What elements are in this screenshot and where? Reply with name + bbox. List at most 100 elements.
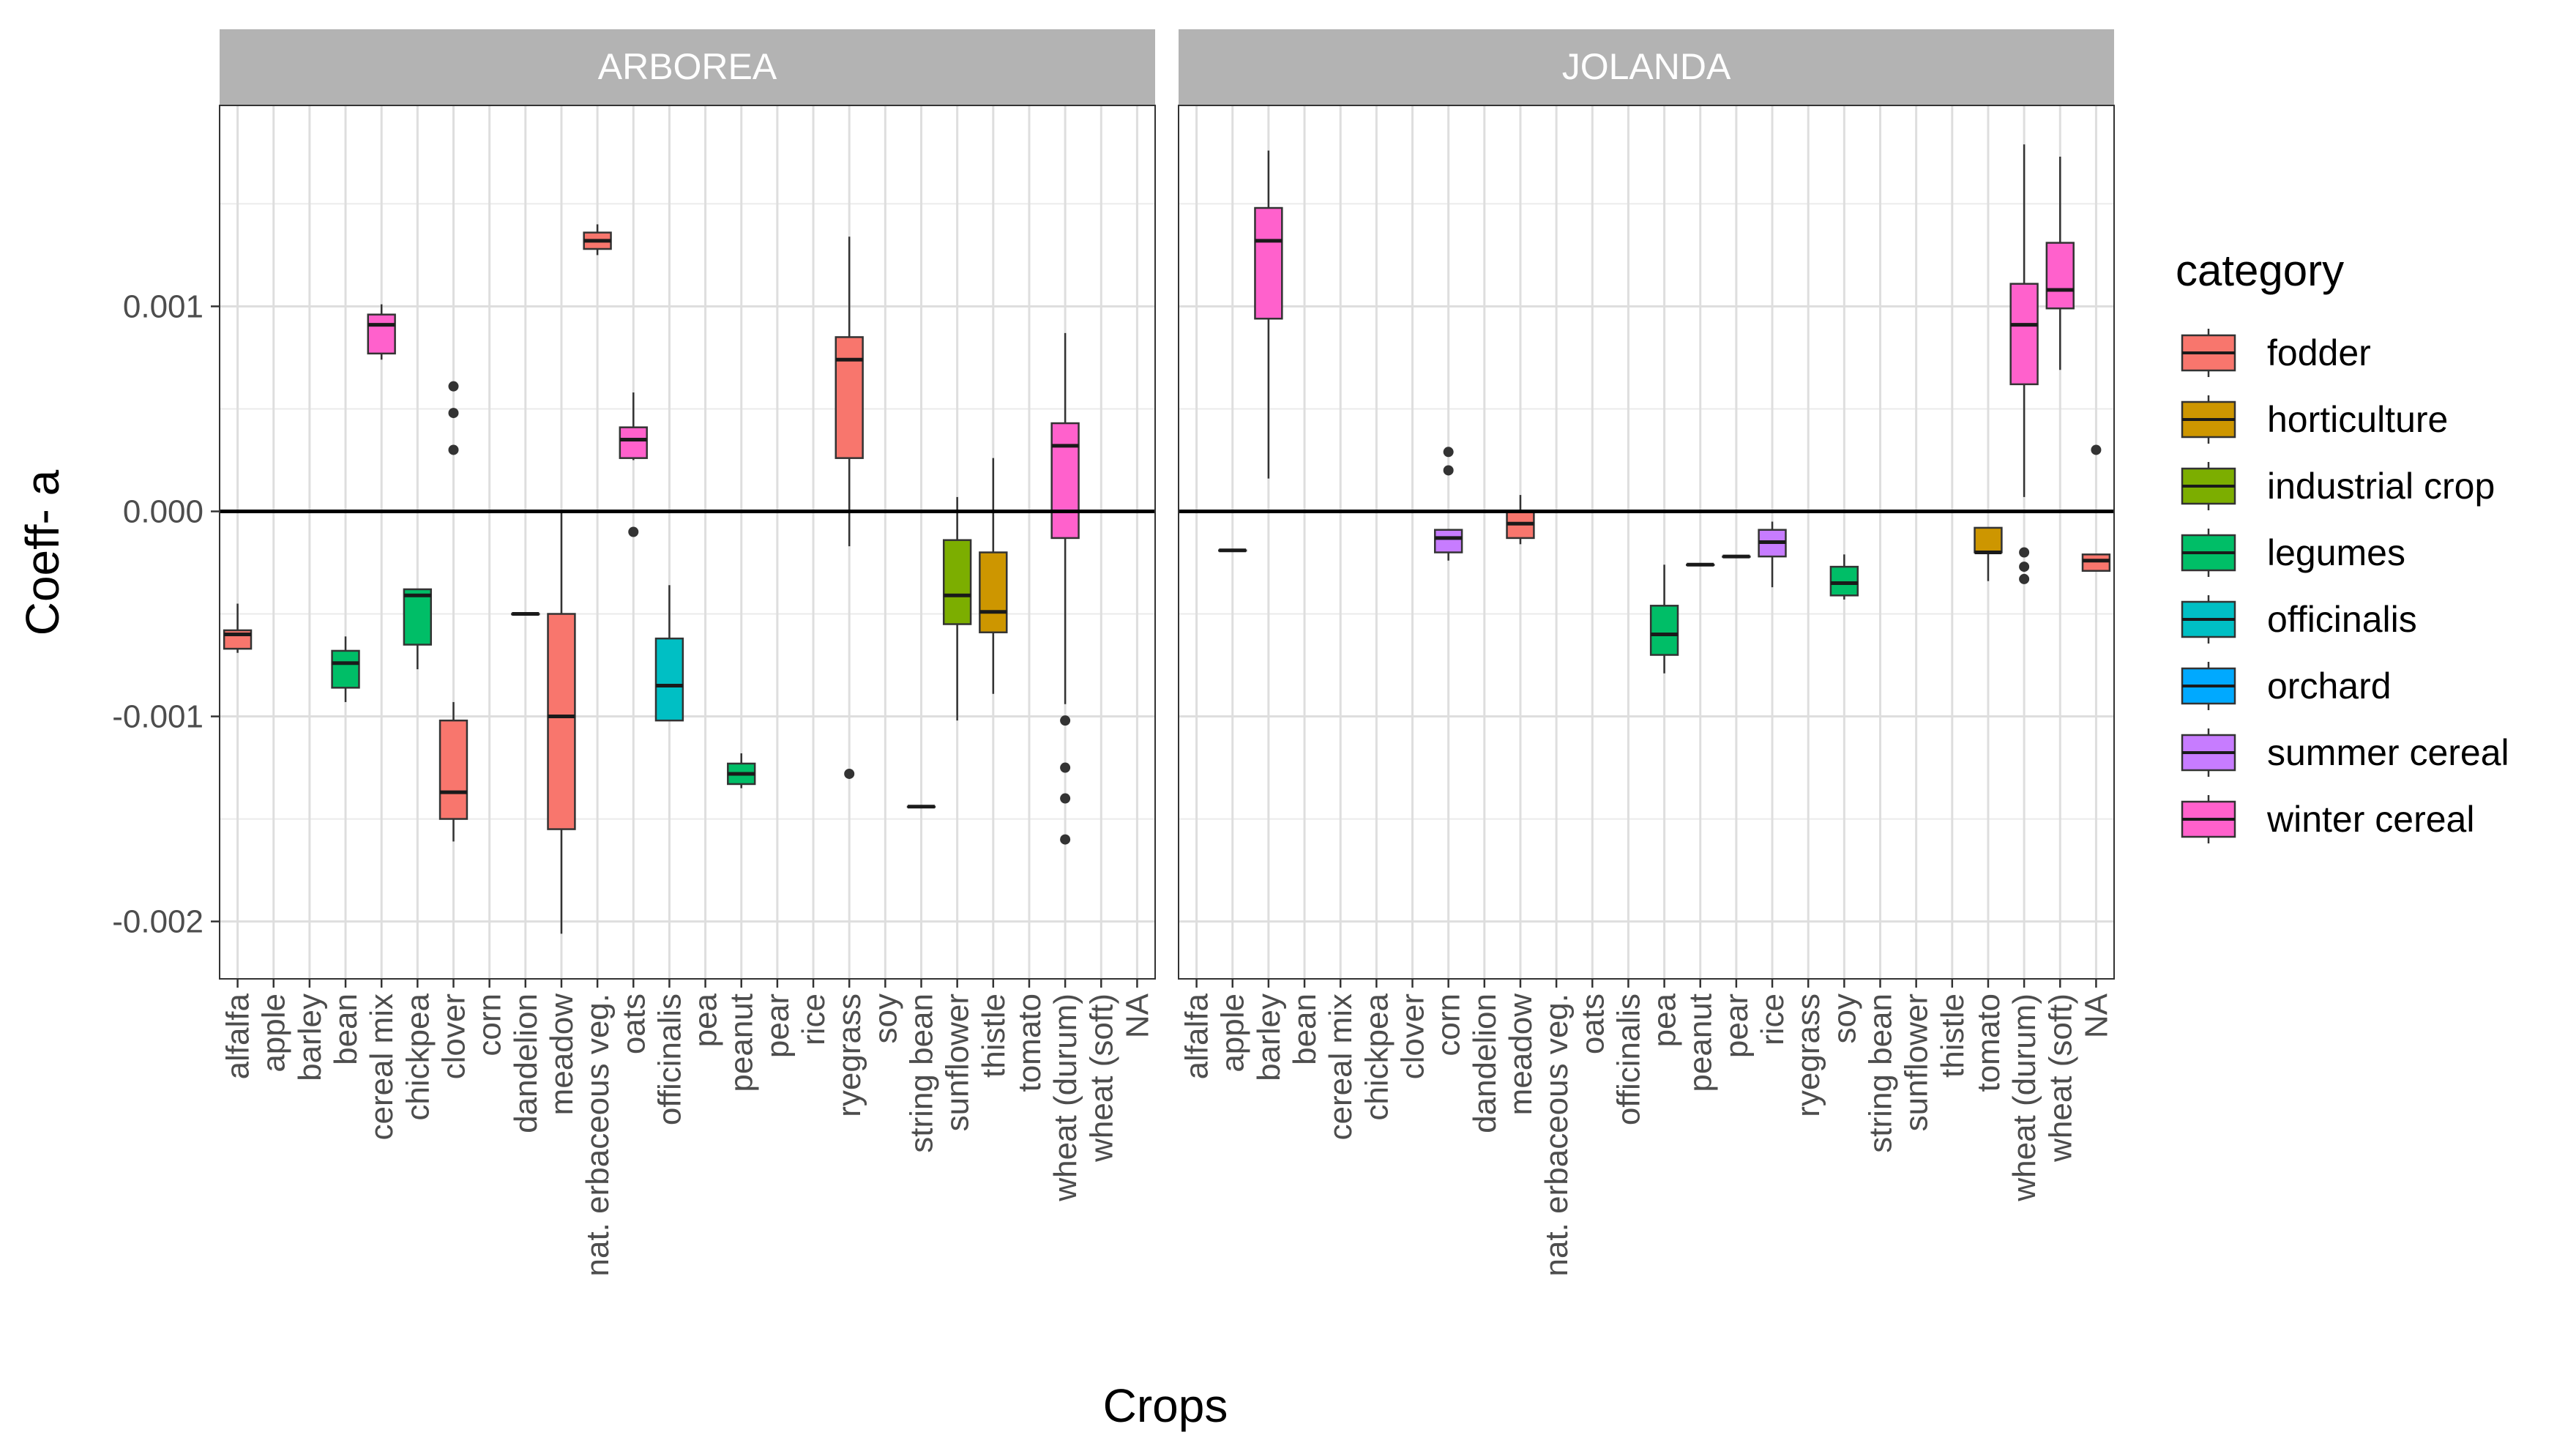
x-tick-label: soy <box>867 993 903 1043</box>
legend-label: orchard <box>2267 666 2392 707</box>
box-iqr <box>1829 565 1859 597</box>
box-jolanda-tomato <box>1974 526 2003 581</box>
x-tick-label: NA <box>1119 993 1155 1038</box>
box-iqr <box>2081 553 2111 572</box>
outlier-point <box>1060 793 1071 804</box>
x-tick-label: wheat (durum) <box>2006 993 2042 1202</box>
y-tick-label: 0.000 <box>123 493 204 529</box>
box-iqr <box>438 719 468 820</box>
x-tick-label: peanut <box>724 993 760 1092</box>
x-tick-label: bean <box>328 993 364 1065</box>
box-jolanda-corn <box>1433 447 1463 561</box>
outlier-point <box>2091 444 2102 455</box>
box-iqr <box>367 313 396 355</box>
box-arborea-officinalis <box>654 585 684 722</box>
box-arborea-dandelion <box>511 612 540 616</box>
x-tick-label: corn <box>472 993 508 1056</box>
x-tick-label: wheat (durum) <box>1048 993 1083 1202</box>
outlier-point <box>448 444 459 455</box>
x-tick-label: NA <box>2078 993 2114 1038</box>
box-iqr <box>1254 206 1283 320</box>
box-iqr <box>2045 242 2075 310</box>
legend-label: officinalis <box>2267 599 2417 640</box>
legend-item-horticulture: horticulture <box>2181 395 2448 444</box>
x-tick-label: peanut <box>1683 993 1719 1092</box>
x-tick-label: chickpea <box>400 993 436 1120</box>
x-tick-label: wheat (soft) <box>1083 993 1119 1163</box>
x-tick-label: thistle <box>976 993 1012 1078</box>
outlier-point <box>1060 762 1071 773</box>
box-iqr <box>979 551 1008 633</box>
legend-item-winter-cereal: winter cereal <box>2181 795 2474 843</box>
box-jolanda-barley <box>1254 150 1283 479</box>
y-tick-label: -0.001 <box>112 699 204 735</box>
box-jolanda-wheat-soft <box>2045 157 2075 370</box>
x-tick-label: clover <box>1395 993 1431 1079</box>
x-tick-label: pear <box>760 993 796 1058</box>
x-tick-label: dandelion <box>1467 993 1503 1133</box>
box-arborea-string-bean <box>906 805 936 809</box>
outlier-point <box>1443 447 1454 458</box>
x-tick-label: dandelion <box>508 993 544 1133</box>
strip-arborea <box>220 29 1155 105</box>
x-tick-label: oats <box>616 993 652 1054</box>
outlier-point <box>1060 834 1071 845</box>
box-arborea-clover <box>438 381 468 842</box>
x-tick-label: wheat (soft) <box>2042 993 2078 1163</box>
x-tick-label: chickpea <box>1359 993 1395 1120</box>
x-tick-label: barley <box>292 993 328 1081</box>
box-arborea-ryegrass <box>835 236 864 779</box>
x-tick-label: sunflower <box>1899 993 1935 1131</box>
x-tick-label: meadow <box>544 993 580 1116</box>
box-iqr <box>1050 422 1080 540</box>
x-tick-label: sunflower <box>940 993 976 1131</box>
box-iqr <box>2009 283 2039 386</box>
box-arborea-peanut <box>727 753 756 788</box>
box-iqr <box>403 588 433 646</box>
box-iqr <box>1974 526 2003 553</box>
box-arborea-thistle <box>979 458 1008 694</box>
box-arborea-oats <box>619 392 648 537</box>
legend-item-industrial-crop: industrial crop <box>2181 462 2495 510</box>
x-tick-label: rice <box>796 993 832 1045</box>
x-tick-label: clover <box>436 993 472 1079</box>
box-iqr <box>1649 605 1679 656</box>
x-tick-label: apple <box>256 993 292 1073</box>
legend-title: category <box>2176 246 2344 295</box>
box-jolanda-meadow <box>1506 495 1535 545</box>
x-tick-label: oats <box>1575 993 1610 1054</box>
x-tick-label: nat. erbaceous veg. <box>580 993 616 1276</box>
box-arborea-cereal-mix <box>367 304 396 360</box>
plot-area-arborea <box>219 105 1156 980</box>
box-iqr <box>331 649 360 689</box>
x-tick-label: tomato <box>1971 993 2006 1092</box>
x-axis-title: Crops <box>1103 1379 1228 1432</box>
panel-jolanda: JOLANDA <box>1178 29 2115 980</box>
outlier-point <box>448 408 459 419</box>
y-tick-label: 0.001 <box>123 288 204 324</box>
box-iqr <box>619 426 648 459</box>
x-axis: alfalfa apple barley bean cereal mix chickpea… <box>220 979 2114 1276</box>
y-axis: -0.002 -0.001 0.000 0.001 <box>112 288 220 940</box>
x-tick-label: pear <box>1719 993 1755 1058</box>
box-iqr <box>942 539 972 625</box>
legend-label: winter cereal <box>2266 799 2474 840</box>
outlier-point <box>448 381 459 392</box>
strip-jolanda <box>1179 29 2114 105</box>
box-jolanda-peanut <box>1686 562 1715 567</box>
box-iqr <box>1433 529 1463 553</box>
legend-label: fodder <box>2267 332 2371 373</box>
x-tick-label: alfalfa <box>1179 993 1215 1079</box>
legend-label: summer cereal <box>2267 732 2509 773</box>
box-arborea-alfalfa <box>223 603 253 653</box>
panel-background <box>220 105 1155 979</box>
box-arborea-wheat-durum <box>1050 332 1080 845</box>
strip-label-jolanda: JOLANDA <box>1562 46 1731 87</box>
legend-item-officinalis: officinalis <box>2181 595 2417 644</box>
box-jolanda-soy <box>1829 554 1859 600</box>
strip-label-arborea: ARBOREA <box>598 46 777 87</box>
x-tick-label: tomato <box>1012 993 1048 1092</box>
x-tick-label: corn <box>1431 993 1467 1056</box>
legend-label: horticulture <box>2267 399 2448 440</box>
